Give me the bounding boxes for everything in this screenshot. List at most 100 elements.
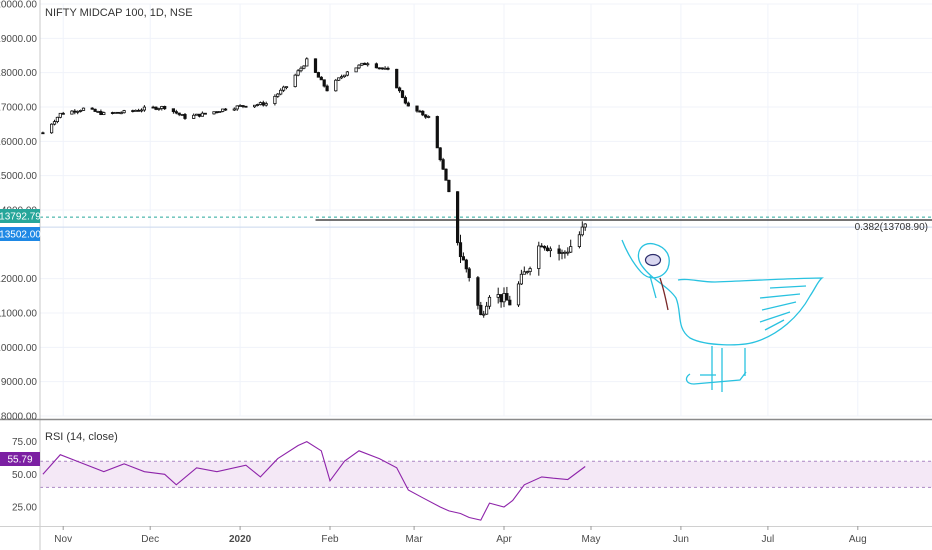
candle-body	[215, 111, 219, 114]
candle-body	[52, 121, 57, 125]
candle-body	[360, 62, 364, 66]
candle-body	[482, 313, 486, 316]
candle-body	[444, 168, 448, 181]
candle-body	[383, 67, 387, 70]
candle-body	[334, 79, 338, 92]
candle-body	[461, 256, 466, 261]
candle-body	[363, 62, 367, 66]
candle-body	[557, 248, 561, 254]
candle-body	[418, 110, 422, 113]
x-tick-label: Aug	[849, 534, 867, 545]
candle-body	[487, 296, 492, 307]
candle-body	[426, 116, 431, 118]
candle-body	[339, 76, 344, 79]
time-axis: NovDec2020FebMarAprMayJunJulAugSep	[54, 526, 867, 545]
candle-body	[505, 293, 509, 301]
candle-body	[131, 110, 135, 112]
x-tick-label: May	[582, 534, 601, 545]
price-tick-label: 19000.00	[0, 34, 37, 45]
candle-body	[284, 86, 289, 89]
main-grid	[40, 3, 932, 417]
candle-body	[345, 71, 350, 76]
price-tick-label: 15000.00	[0, 171, 37, 182]
candle-body	[337, 77, 341, 81]
candle-body	[366, 63, 370, 66]
candle-body	[177, 112, 181, 115]
price-tick-label: 10000.00	[0, 343, 37, 354]
candle-body	[316, 72, 321, 78]
chart-title: NIFTY MIDCAP 100, 1D, NSE	[45, 7, 193, 19]
candle-body	[502, 293, 506, 303]
candle-body	[322, 79, 326, 87]
candle-body	[232, 108, 236, 111]
candle-body	[380, 67, 384, 70]
candle-body	[458, 242, 463, 258]
candle-body	[244, 105, 248, 108]
candle-body	[435, 116, 439, 149]
candle-body	[163, 106, 167, 110]
candle-body	[528, 268, 532, 272]
candle-body	[61, 112, 65, 115]
candle-body	[200, 112, 204, 117]
rsi-line	[42, 440, 586, 521]
candle-body	[545, 247, 550, 252]
candle-body	[55, 116, 60, 123]
candle-body	[484, 305, 489, 315]
candle-body	[76, 110, 80, 113]
rsi-title: RSI (14, close)	[45, 431, 118, 443]
candle-body	[116, 111, 120, 114]
rsi-band	[40, 460, 932, 488]
candle-body	[342, 74, 347, 78]
candle-body	[403, 97, 408, 104]
candle-body	[258, 102, 263, 105]
candle-body	[41, 132, 45, 135]
candle-body	[139, 109, 144, 112]
candle-body	[50, 123, 54, 134]
candle-body	[93, 108, 97, 112]
rsi-series-line	[42, 440, 586, 521]
rsi-tick-label: 25.00	[12, 503, 37, 514]
candle-body	[580, 226, 584, 236]
candle-body	[223, 108, 228, 111]
price-tick-label: 9000.00	[1, 377, 38, 388]
candle-body	[192, 114, 196, 119]
candle-body	[424, 114, 428, 118]
price-tick-label: 20000.00	[0, 0, 37, 11]
candle-body	[464, 259, 468, 270]
candle-body	[154, 106, 158, 110]
candle-body	[496, 294, 500, 298]
candle-body	[58, 112, 62, 118]
drawing-duck[interactable]	[621, 239, 824, 392]
candle-body	[99, 111, 103, 115]
candle-body	[261, 102, 265, 106]
candle-body	[441, 159, 445, 170]
candle-body	[540, 245, 544, 248]
candle-body	[197, 113, 202, 117]
candle-body	[499, 294, 503, 303]
candle-body	[476, 277, 480, 306]
crosshair-price-label: 13502.00	[0, 230, 41, 241]
candle-body	[110, 112, 115, 114]
candle-body	[136, 109, 141, 112]
fib-level	[40, 216, 932, 228]
candle-body	[299, 67, 303, 72]
rsi-value-badge	[0, 452, 40, 466]
candle-body	[516, 283, 521, 306]
last-price-label: 13792.79	[0, 212, 41, 223]
candle-body	[395, 68, 399, 89]
candle-body	[467, 268, 471, 279]
candle-body	[543, 246, 547, 249]
candle-body	[438, 147, 442, 161]
candle-body	[203, 112, 207, 115]
candle-body	[194, 113, 199, 116]
candle-body	[171, 108, 175, 113]
x-tick-label: Feb	[321, 534, 339, 545]
candle-body	[455, 191, 460, 244]
crosshair-price-badge	[0, 227, 40, 241]
candle-body	[113, 111, 117, 114]
price-tick-label: 18000.00	[0, 68, 37, 79]
rsi-tick-label: 50.00	[12, 470, 37, 481]
candle-body	[180, 114, 184, 116]
x-tick-label: Dec	[141, 534, 159, 545]
